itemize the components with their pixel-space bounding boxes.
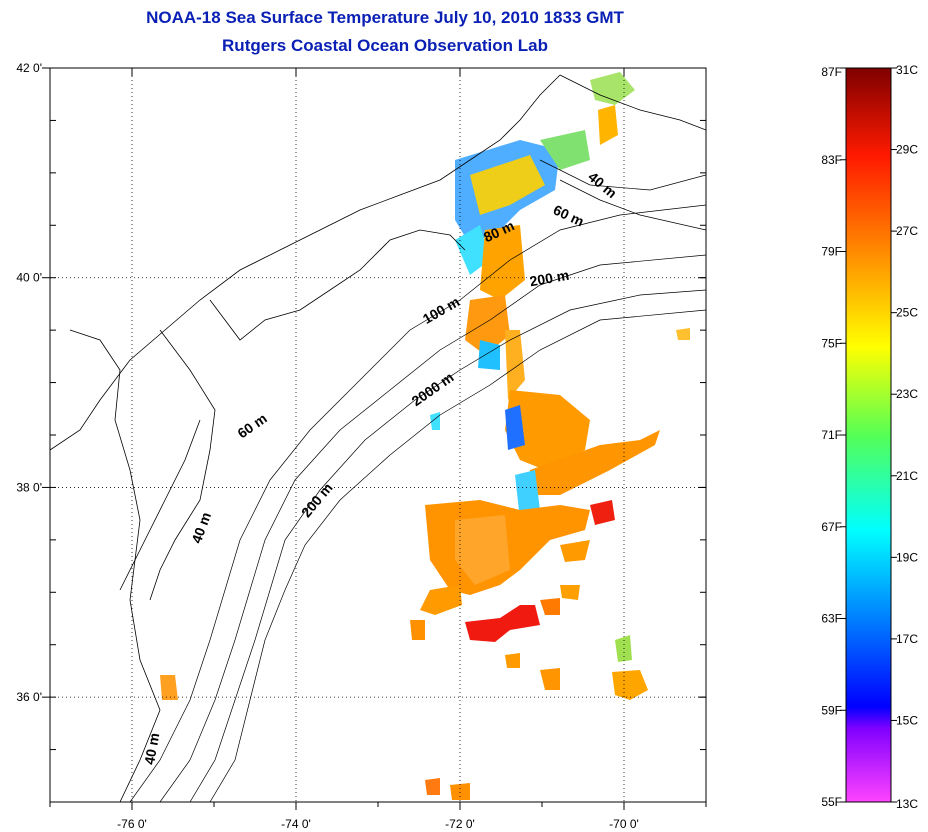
colorbar-label-c: 27C <box>896 224 918 238</box>
isobath-label: 200 m <box>528 267 570 290</box>
map-frame <box>49 67 707 803</box>
map-panel: -76 0' -74 0' -72 0' -70 0' 42 0' 40 0' 38 0' 3… <box>16 61 707 831</box>
colorbar: 87F 83F 79F 75F 71F 67F 63F 59F 55F 31C 29C 27C 25C… <box>821 63 918 811</box>
map-title: NOAA-18 Sea Surface Temperature July 10,… <box>146 8 624 27</box>
colorbar-label-c: 17C <box>896 632 918 646</box>
lat-tick-label: 40 0' <box>16 271 42 285</box>
colorbar-label-f: 79F <box>821 245 842 259</box>
colorbar-label-f: 59F <box>821 703 842 717</box>
colorbar-label-f: 71F <box>821 428 842 442</box>
colorbar-label-f: 75F <box>821 336 842 350</box>
colorbar-label-f: 87F <box>821 65 842 79</box>
colorbar-fahrenheit-labels: 87F 83F 79F 75F 71F 67F 63F 59F 55F <box>821 65 846 809</box>
colorbar-label-c: 29C <box>896 143 918 157</box>
colorbar-label-c: 23C <box>896 387 918 401</box>
coastline-lines <box>50 74 706 802</box>
colorbar-label-f: 55F <box>821 795 842 809</box>
lon-tick-label: -74 0' <box>281 817 311 831</box>
colorbar-label-f: 67F <box>821 520 842 534</box>
isobath-label: 40 m <box>141 732 162 766</box>
lat-tick-label: 42 0' <box>16 61 42 75</box>
colorbar-celsius-labels: 31C 29C 27C 25C 23C 21C 19C 17C 15C 13C <box>891 63 918 811</box>
lon-tick-label: -70 0' <box>609 817 639 831</box>
colorbar-label-f: 83F <box>821 153 842 167</box>
isobath-lines <box>129 159 706 802</box>
colorbar-label-c: 25C <box>896 306 918 320</box>
map-subtitle: Rutgers Coastal Ocean Observation Lab <box>222 36 548 55</box>
lat-tick-label: 38 0' <box>16 480 42 494</box>
colorbar-label-c: 31C <box>896 63 918 77</box>
colorbar-gradient <box>845 67 892 803</box>
sst-imagery <box>160 72 690 800</box>
colorbar-label-f: 63F <box>821 612 842 626</box>
colorbar-label-c: 19C <box>896 550 918 564</box>
lat-tick-label: 36 0' <box>16 690 42 704</box>
axis-ticks: -76 0' -74 0' -72 0' -70 0' 42 0' 40 0' 38 0' 3… <box>16 61 707 831</box>
lon-tick-label: -72 0' <box>445 817 475 831</box>
colorbar-label-c: 21C <box>896 469 918 483</box>
lon-tick-label: -76 0' <box>117 817 147 831</box>
colorbar-label-c: 15C <box>896 713 918 727</box>
colorbar-label-c: 13C <box>896 797 918 811</box>
graticule-grid <box>50 67 706 802</box>
